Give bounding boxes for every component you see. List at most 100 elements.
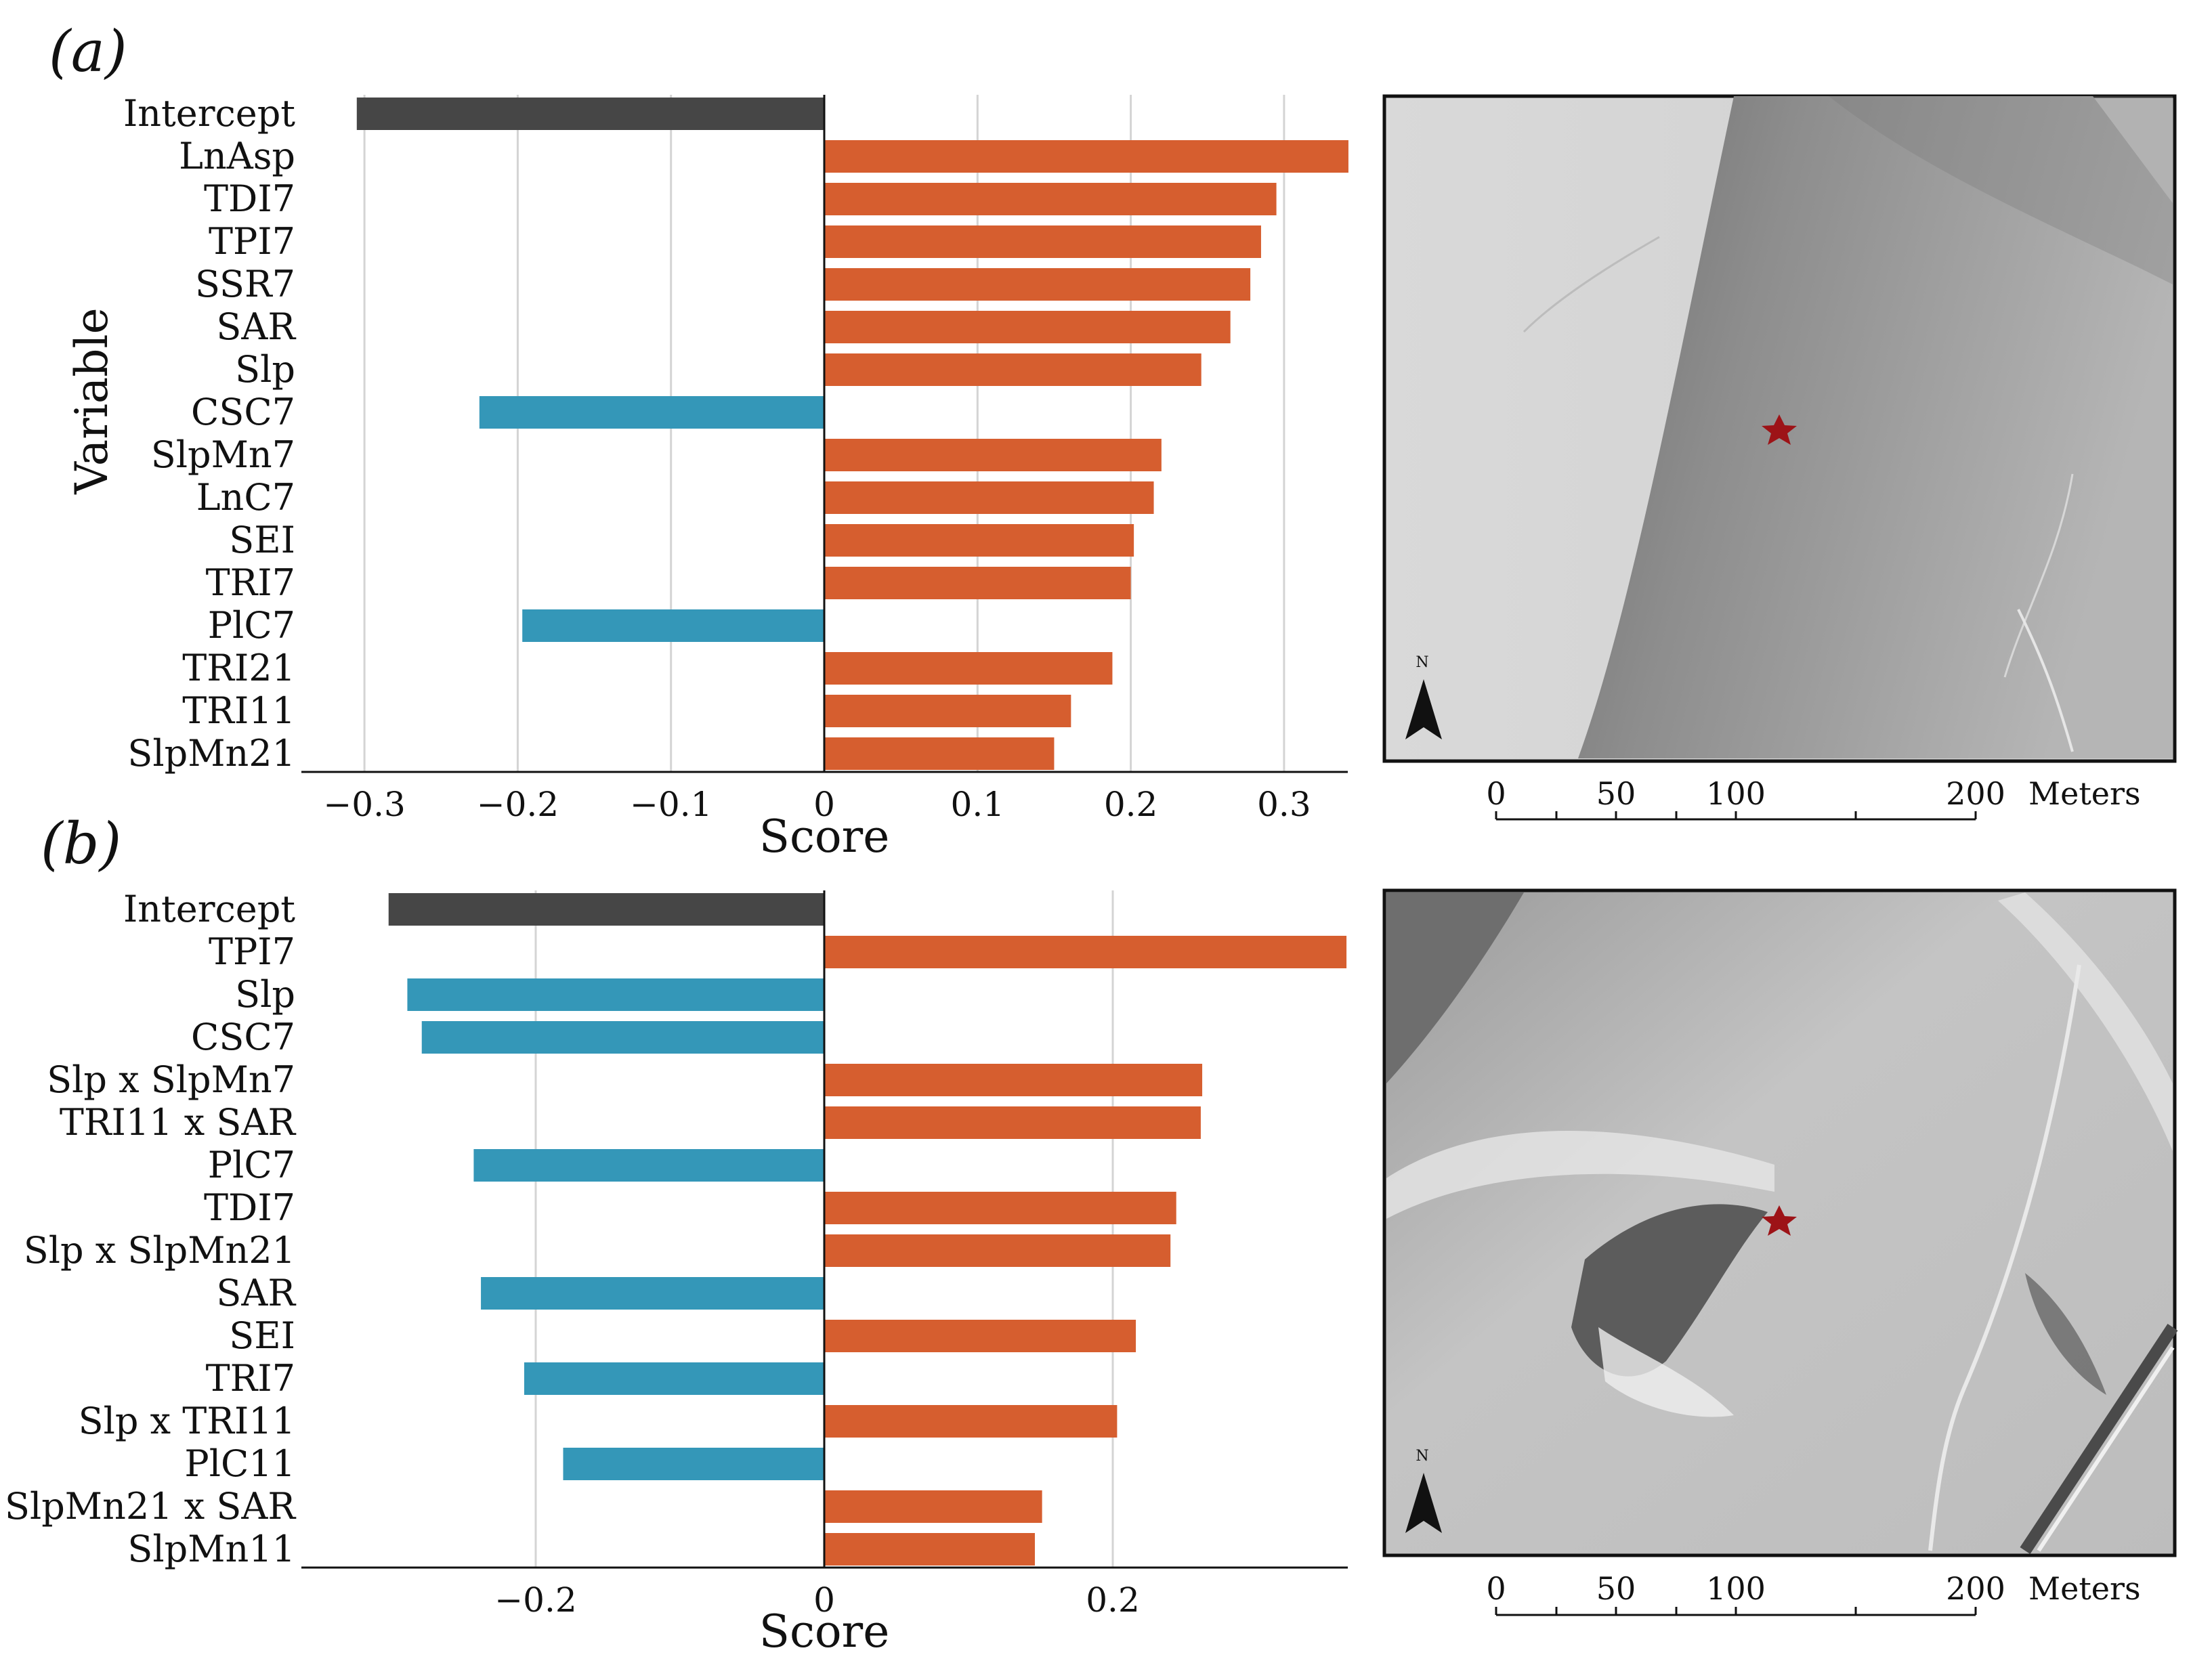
map-b-scale-label-100: 100	[1706, 1570, 1766, 1607]
chartA-bar	[824, 524, 1134, 557]
chartA-bar	[479, 396, 824, 429]
chartA-x-tick-label: −0.1	[630, 785, 712, 824]
chartA-category-label: SAR	[216, 305, 296, 348]
chartA-x-tick-label: −0.2	[477, 785, 559, 824]
chartA-bar	[824, 353, 1201, 386]
chartB-category-label: SEI	[229, 1314, 295, 1357]
chart-a-category-labels: InterceptLnAspTDI7TPI7SSR7SARSlpCSC7SlpM…	[123, 92, 296, 775]
map-a-stream-2	[2003, 473, 2074, 678]
chartA-category-label: TDI7	[204, 177, 295, 220]
chartB-category-label: TRI7	[206, 1357, 295, 1400]
chartA-category-label: SSR7	[195, 263, 295, 305]
chartB-bar	[824, 1106, 1201, 1139]
map-a-stream-1	[2017, 609, 2074, 752]
chart-b-x-axis-label: Score	[759, 1605, 890, 1658]
chart-a-y-axis-label: Variable	[66, 307, 118, 494]
map-b-scale-label-50: 50	[1596, 1570, 1636, 1607]
chartA-bar	[824, 140, 1348, 173]
chartA-bar	[824, 311, 1231, 343]
chartB-category-label: Slp x TRI11	[79, 1400, 295, 1442]
map-b-scarp	[1571, 1204, 1768, 1377]
panel-label-b: (b)	[41, 811, 121, 877]
map-b-road	[1928, 964, 2081, 1551]
chartA-category-label: Intercept	[123, 92, 295, 135]
chartB-category-label: Intercept	[123, 888, 295, 930]
map-a-scale-label-100: 100	[1706, 775, 1766, 812]
chartA-category-label: TPI7	[209, 220, 295, 263]
chartA-x-tick-label: 0	[813, 785, 835, 824]
chartB-bar	[824, 1234, 1171, 1267]
chartB-category-label: Slp x SlpMn7	[47, 1058, 295, 1101]
map-b-scale-label-200: 200	[1946, 1570, 2005, 1607]
chartA-category-label: TRI7	[206, 561, 295, 604]
map-b-north-arrow-icon	[1405, 1473, 1442, 1533]
map-a-scale-label-50: 50	[1596, 775, 1636, 812]
chartA-bar	[824, 439, 1162, 471]
chartA-bar	[356, 98, 824, 130]
map-b-light-bank	[1386, 1131, 1774, 1219]
map-b-scale-label-0: 0	[1486, 1570, 1506, 1607]
chartA-x-tick-label: −0.3	[323, 785, 405, 824]
chart-b-bars	[388, 893, 1347, 1566]
map-a: N	[1382, 94, 2177, 763]
chartB-bar	[824, 1490, 1042, 1523]
chartB-category-label: Slp	[235, 973, 295, 1016]
chartA-bar	[824, 737, 1055, 770]
chartA-bar	[824, 481, 1154, 514]
map-a-site-star	[1762, 414, 1797, 445]
chart-a-bars	[356, 98, 1348, 770]
chartA-category-label: PlC7	[208, 604, 295, 647]
map-b-rail-edge	[2037, 1346, 2175, 1552]
chartB-category-label: SAR	[216, 1272, 296, 1314]
chart-b-tick-labels: −0.2 0 0.2	[494, 1580, 1139, 1620]
map-b-scale-unit: Meters	[2028, 1570, 2141, 1607]
map-b-site-star	[1762, 1205, 1797, 1236]
chartB-bar	[824, 1320, 1136, 1352]
chartA-category-label: SlpMn21	[127, 732, 295, 775]
map-b-dark-corner	[1386, 892, 1524, 1083]
chartA-bar	[824, 183, 1277, 215]
map-b-scale-bar: 0 50 100 200 Meters	[1486, 1570, 2141, 1616]
chartB-x-tick-label: 0.2	[1086, 1580, 1140, 1620]
chartB-bar	[824, 1405, 1118, 1438]
chartA-x-tick-label: 0.3	[1257, 785, 1311, 824]
chartB-bar	[388, 893, 824, 926]
chartA-category-label: SlpMn7	[151, 433, 295, 476]
chartB-bar	[563, 1448, 824, 1480]
chart-a-tick-labels: −0.3 −0.2 −0.1 0 0.1 0.2 0.3	[323, 785, 1311, 824]
chartB-bar	[407, 978, 824, 1011]
map-a-scale-unit: Meters	[2028, 775, 2141, 812]
chartA-category-label: TRI21	[182, 647, 295, 689]
map-b-right-gully	[2025, 1273, 2106, 1395]
chartB-category-label: TDI7	[204, 1186, 295, 1229]
map-b-slide	[1598, 1327, 1734, 1417]
chartB-bar	[421, 1021, 824, 1054]
chartB-category-label: Slp x SlpMn21	[24, 1229, 295, 1272]
map-b: N	[1382, 888, 2178, 1557]
chartB-category-label: SlpMn11	[127, 1528, 295, 1570]
chartB-x-tick-label: −0.2	[494, 1580, 576, 1620]
chartB-bar	[824, 1192, 1176, 1224]
chartA-bar	[522, 609, 824, 642]
chartA-bar	[824, 268, 1251, 301]
chartB-bar	[824, 1064, 1203, 1096]
map-a-ridge-shadow	[1829, 96, 2173, 284]
map-b-rail	[2020, 1324, 2178, 1554]
chartA-x-tick-label: 0.2	[1104, 785, 1158, 824]
chartA-category-label: LnC7	[196, 476, 295, 519]
map-a-trail	[1523, 236, 1660, 333]
chartA-category-label: Slp	[235, 348, 295, 391]
chartB-category-label: TRI11 x SAR	[60, 1101, 296, 1144]
chartA-bar	[824, 567, 1131, 599]
chartB-category-label: PlC7	[208, 1144, 295, 1186]
chart-a: InterceptLnAspTDI7TPI7SSR7SARSlpCSC7SlpM…	[66, 92, 1348, 863]
chartB-category-label: PlC11	[184, 1442, 295, 1485]
chartB-category-label: CSC7	[191, 1016, 295, 1058]
chartA-category-label: CSC7	[191, 391, 295, 433]
map-a-scale-label-0: 0	[1486, 775, 1506, 812]
chartB-bar	[824, 1533, 1035, 1566]
chartB-category-label: SlpMn21 x SAR	[5, 1485, 296, 1528]
